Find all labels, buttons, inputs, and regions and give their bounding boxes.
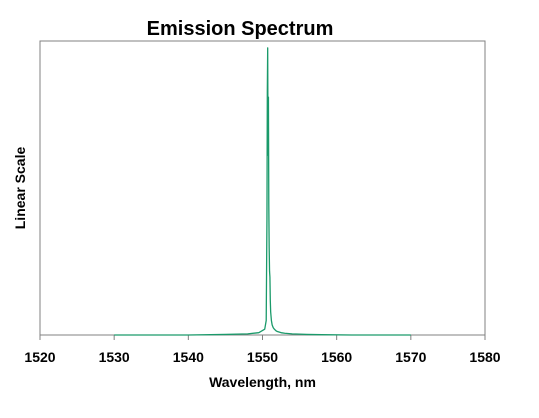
chart-title: Emission Spectrum (146, 18, 334, 40)
x-tick-label: 1540 (173, 349, 204, 365)
x-tick-label: 1520 (24, 349, 55, 365)
x-tick-label: 1580 (469, 349, 500, 365)
x-tick-label: 1550 (247, 349, 278, 365)
series-line (114, 47, 411, 336)
x-tick-label: 1560 (321, 349, 352, 365)
x-axis-label: Wavelength, nm (209, 374, 316, 390)
plot-frame (39, 40, 486, 336)
x-tick-label: 1570 (395, 349, 426, 365)
x-tick-label: 1530 (99, 349, 130, 365)
